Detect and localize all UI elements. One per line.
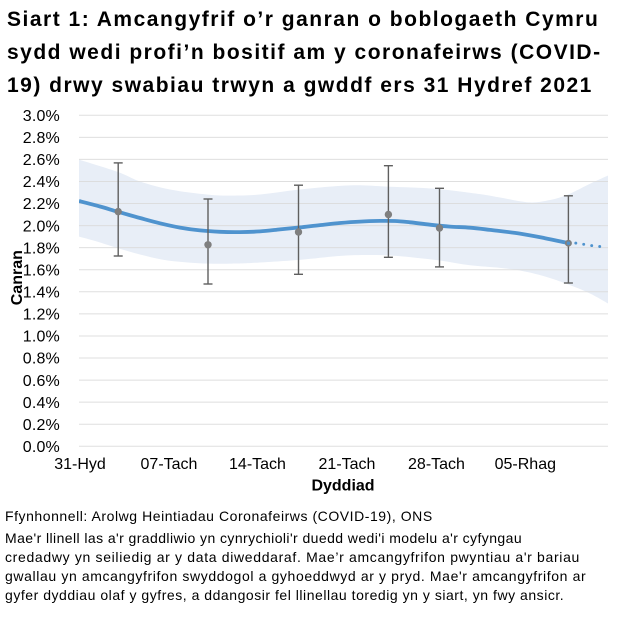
svg-text:1.0%: 1.0% <box>23 329 60 346</box>
svg-text:28-Tach: 28-Tach <box>408 456 465 473</box>
svg-text:Canran: Canran <box>9 250 26 305</box>
svg-text:0.6%: 0.6% <box>23 373 60 390</box>
svg-text:0.8%: 0.8% <box>23 351 60 368</box>
svg-text:3.0%: 3.0% <box>23 108 60 125</box>
svg-text:05-Rhag: 05-Rhag <box>495 456 556 473</box>
svg-text:14-Tach: 14-Tach <box>229 456 286 473</box>
svg-text:0.2%: 0.2% <box>23 417 60 434</box>
svg-text:2.2%: 2.2% <box>23 196 60 213</box>
svg-text:1.4%: 1.4% <box>23 285 60 302</box>
svg-text:0.4%: 0.4% <box>23 395 60 412</box>
svg-text:2.8%: 2.8% <box>23 130 60 147</box>
svg-text:1.2%: 1.2% <box>23 307 60 324</box>
svg-text:1.8%: 1.8% <box>23 240 60 257</box>
svg-text:2.6%: 2.6% <box>23 152 60 169</box>
svg-text:07-Tach: 07-Tach <box>141 456 198 473</box>
svg-text:2.0%: 2.0% <box>23 218 60 235</box>
svg-text:31-Hyd: 31-Hyd <box>54 456 106 473</box>
svg-text:2.4%: 2.4% <box>23 174 60 191</box>
svg-text:1.6%: 1.6% <box>23 262 60 279</box>
svg-text:0.0%: 0.0% <box>23 439 60 456</box>
svg-text:21-Tach: 21-Tach <box>319 456 376 473</box>
svg-text:Dyddiad: Dyddiad <box>311 478 374 495</box>
